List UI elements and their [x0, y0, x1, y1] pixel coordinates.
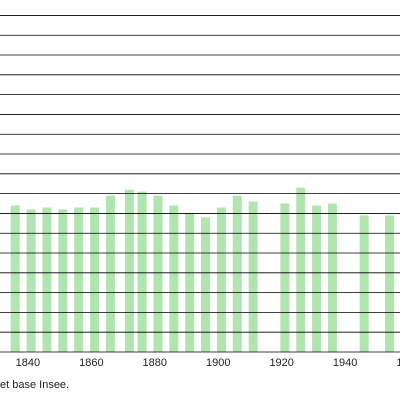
- bar: [359, 215, 369, 352]
- bar: [153, 195, 163, 352]
- bar: [216, 207, 226, 352]
- source-note: et base Insee.: [0, 379, 69, 391]
- bar: [90, 207, 100, 352]
- bar: [248, 201, 258, 352]
- bar: [58, 209, 68, 352]
- x-tick-label: 1860: [79, 357, 103, 369]
- bar: [105, 195, 115, 352]
- x-tick-label: 1940: [333, 357, 357, 369]
- bar: [185, 213, 195, 352]
- x-tick-label: 1840: [16, 357, 40, 369]
- bar: [327, 203, 337, 352]
- bar: [10, 205, 20, 352]
- x-tick-label: 1960: [396, 357, 400, 369]
- bar: [169, 205, 179, 352]
- bar: [137, 191, 147, 352]
- bar: [26, 209, 36, 352]
- bar: [385, 215, 395, 352]
- bar: [232, 195, 242, 352]
- bar: [124, 189, 134, 352]
- bar: [42, 207, 52, 352]
- bar: [74, 207, 84, 352]
- bar: [296, 187, 306, 352]
- x-tick-label: 1880: [143, 357, 167, 369]
- x-tick-label: 1900: [206, 357, 230, 369]
- bar: [201, 217, 211, 352]
- bar: [280, 203, 290, 352]
- x-tick-label: 1920: [269, 357, 293, 369]
- bar: [312, 205, 322, 352]
